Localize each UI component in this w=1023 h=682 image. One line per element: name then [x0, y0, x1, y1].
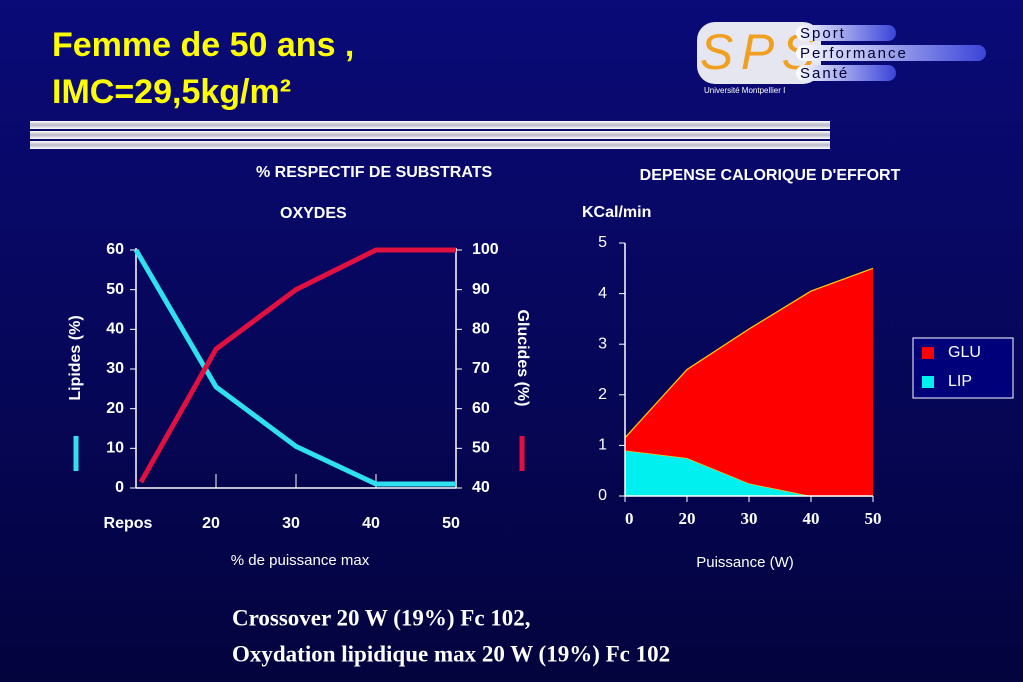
- x-tick-label: Repos: [104, 515, 153, 532]
- y-tick-label: 40: [106, 321, 124, 338]
- y-tick-label: 3: [598, 335, 607, 352]
- y-tick-label: 20: [106, 400, 124, 417]
- y2-tick-label: 50: [472, 440, 490, 457]
- area: [625, 268, 873, 496]
- legend-swatch: [73, 436, 79, 471]
- logo-word: Performance: [800, 45, 908, 62]
- footer-line: Oxydation lipidique max 20 W (19%) Fc 10…: [232, 641, 670, 666]
- logo-letters: SPS: [700, 24, 815, 80]
- y-tick-label: 60: [106, 241, 124, 258]
- x-tick-label: 20: [202, 515, 220, 532]
- footer-line: Crossover 20 W (19%) Fc 102,: [232, 605, 531, 630]
- logo-word: Santé: [800, 65, 849, 82]
- legend-label: GLU: [948, 344, 981, 361]
- y-tick-label: 10: [106, 440, 124, 457]
- y2-axis-label: Glucides (%): [514, 310, 531, 407]
- legend-swatch: [922, 376, 934, 388]
- y-axis-label: Lipides (%): [67, 315, 84, 400]
- y2-tick-label: 40: [472, 479, 490, 496]
- y-tick-label: 0: [598, 487, 607, 504]
- y-tick-label: 30: [106, 360, 124, 377]
- y-tick-label: 50: [106, 281, 124, 298]
- x-tick-label: 50: [865, 509, 882, 528]
- y-tick-label: 0: [115, 479, 124, 496]
- x-tick-label: 20: [679, 509, 696, 528]
- chart-subtitle: OXYDES: [280, 205, 347, 222]
- y2-tick-label: 60: [472, 400, 490, 417]
- y-tick-label: 1: [598, 437, 607, 454]
- slide-title: IMC=29,5kg/m²: [52, 73, 291, 111]
- x-tick-label: 30: [741, 509, 758, 528]
- data-line: [138, 247, 456, 484]
- logo: SPS Sport Performance Santé Université M…: [697, 22, 986, 95]
- y2-tick-label: 80: [472, 321, 490, 338]
- legend-swatch: [519, 436, 525, 471]
- x-tick-label: 40: [362, 515, 380, 532]
- y2-tick-label: 90: [472, 281, 490, 298]
- y-tick-label: 2: [598, 386, 607, 403]
- chart-title: DEPENSE CALORIQUE D'EFFORT: [640, 167, 901, 184]
- x-tick-label: 0: [625, 509, 634, 528]
- y-tick-label: 4: [598, 285, 607, 302]
- y2-tick-label: 70: [472, 360, 490, 377]
- y-unit-label: KCal/min: [582, 204, 651, 221]
- chart-title: % RESPECTIF DE SUBSTRATS: [256, 164, 493, 181]
- x-tick-label: 40: [803, 509, 820, 528]
- x-tick-label: 30: [282, 515, 300, 532]
- y-tick-label: 5: [598, 234, 607, 251]
- data-line: [133, 248, 456, 487]
- slide-title: Femme de 50 ans ,: [52, 26, 354, 64]
- y2-tick-label: 100: [472, 241, 499, 258]
- logo-word: Sport: [800, 25, 846, 42]
- area-outline: [624, 267, 874, 439]
- x-tick-label: 50: [442, 515, 460, 532]
- x-axis-label: % de puissance max: [231, 552, 370, 569]
- title-rule: [30, 121, 830, 149]
- x-axis-label: Puissance (W): [696, 554, 794, 571]
- legend-label: LIP: [948, 373, 972, 390]
- logo-university: Université Montpellier I: [704, 86, 785, 95]
- area: [625, 450, 873, 496]
- legend-swatch: [922, 347, 934, 359]
